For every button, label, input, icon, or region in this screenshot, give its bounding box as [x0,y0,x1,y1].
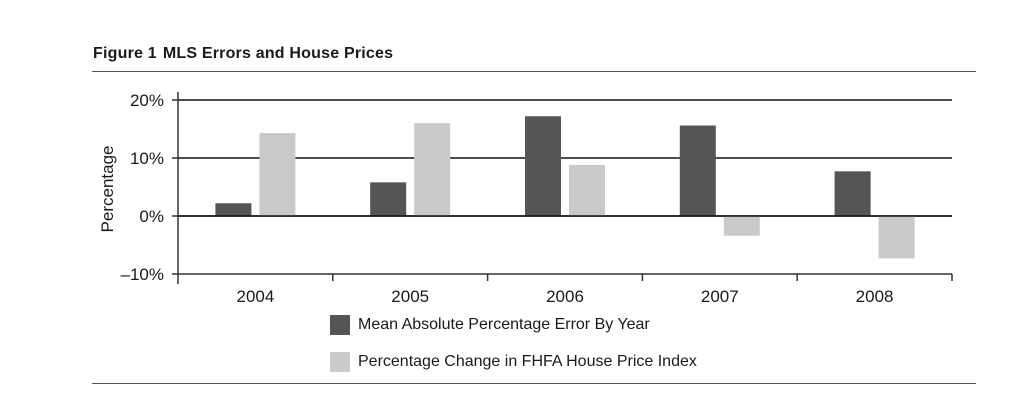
bar [259,133,296,216]
bar [414,123,451,216]
y-tick-label: 10% [130,149,164,168]
bar [569,164,605,216]
top-rule [92,71,976,72]
legend-swatch [330,352,350,372]
y-tick-label: 0% [139,207,164,226]
bar [215,203,252,216]
bar [370,182,407,216]
figure-title-text: MLS Errors and House Prices [162,45,394,62]
figure-title: Figure 1 MLS Errors and House Prices [93,45,393,63]
x-tick-label: 2005 [391,287,429,306]
legend-label: Mean Absolute Percentage Error By Year [358,316,650,333]
x-tick-label: 2006 [546,287,584,306]
legend-swatch [330,315,350,335]
y-tick-label: –10% [121,265,164,284]
bar [834,171,871,216]
bar [723,216,760,236]
bar [878,216,915,259]
x-tick-label: 2008 [856,287,894,306]
bar [525,116,561,216]
x-tick-label: 2007 [701,287,739,306]
x-tick-label: 2004 [236,287,274,306]
y-tick-label: 20% [130,91,164,110]
bar [679,125,716,216]
y-axis-label: Percentage [98,146,117,233]
legend-label: Percentage Change in FHFA House Price In… [358,353,697,370]
bottom-rule [92,383,976,384]
figure-number: Figure 1 [93,45,157,62]
